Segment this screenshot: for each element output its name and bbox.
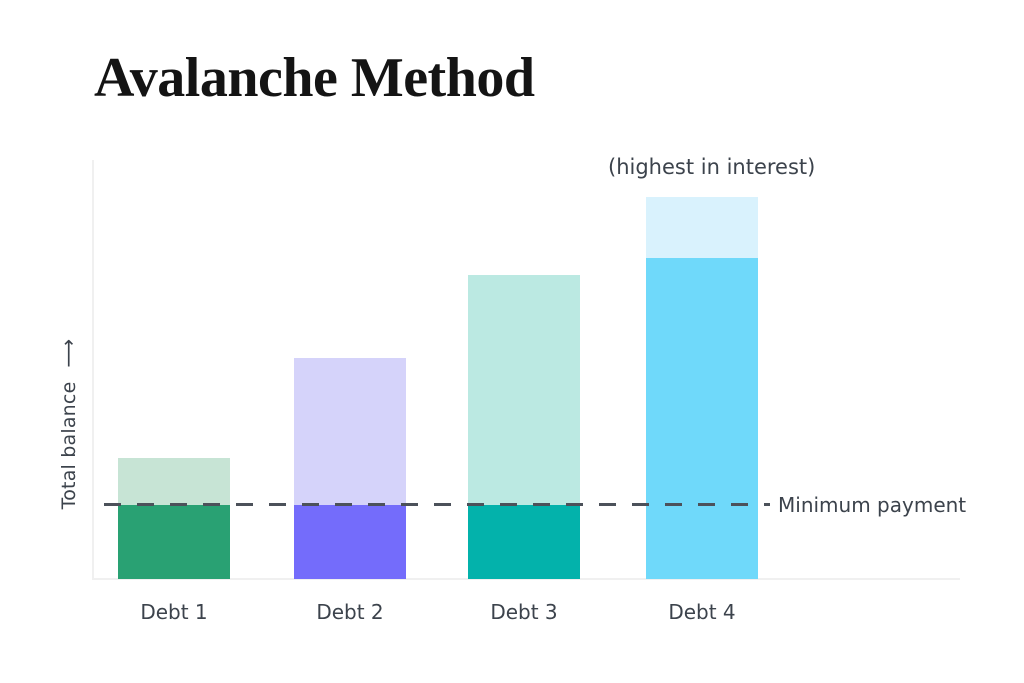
page-title: Avalanche Method (94, 47, 535, 109)
minimum-payment-label: Minimum payment (778, 493, 967, 517)
up-arrow-icon: ⟶ (56, 338, 80, 368)
bar-debt-4 (646, 197, 758, 579)
bar-debt-3 (468, 275, 580, 579)
x-axis-label-debt-1: Debt 1 (140, 600, 208, 624)
bar-segment-remaining-balance (646, 197, 758, 258)
x-axis-line (92, 578, 960, 580)
bar-segment-payment (468, 505, 580, 579)
x-axis-label-debt-3: Debt 3 (490, 600, 558, 624)
bar-segment-payment (646, 258, 758, 579)
y-axis-line (92, 160, 94, 579)
bar-debt-1 (118, 458, 230, 579)
bar-debt-2 (294, 358, 406, 579)
x-axis-label-debt-2: Debt 2 (316, 600, 384, 624)
minimum-payment-line (104, 503, 770, 506)
bar-segment-remaining-balance (294, 358, 406, 505)
x-axis-label-debt-4: Debt 4 (668, 600, 736, 624)
bar-segment-remaining-balance (118, 458, 230, 505)
bar-segment-payment (294, 505, 406, 579)
bar-segment-payment (118, 505, 230, 579)
annotation-highest-in-interest: (highest in interest) (608, 155, 816, 179)
y-axis-label: Total balance ⟶ (56, 339, 80, 510)
y-axis-label-text: Total balance (58, 381, 80, 510)
bar-segment-remaining-balance (468, 275, 580, 505)
